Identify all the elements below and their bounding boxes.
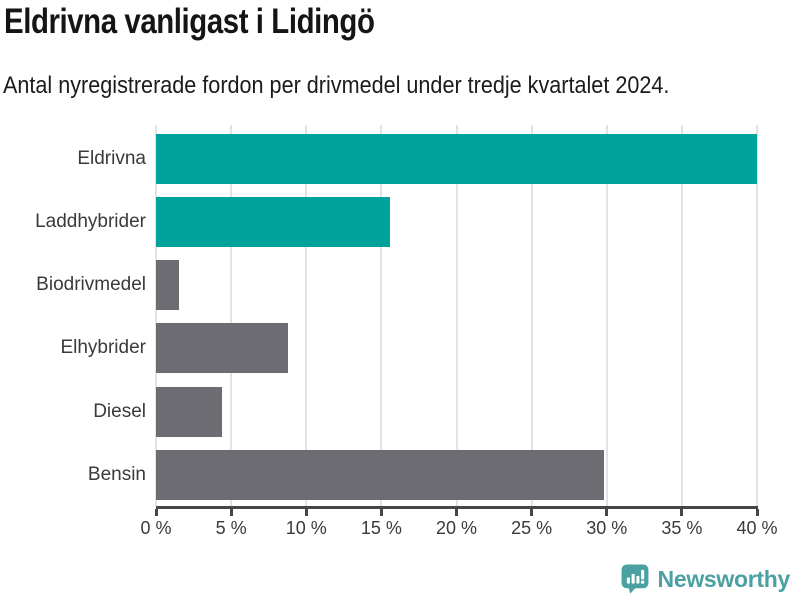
category-label-laddhybrider: Laddhybrider: [35, 210, 146, 232]
gridline: [756, 125, 758, 506]
bar-diesel: [156, 386, 223, 437]
axis-tick: [229, 509, 233, 516]
bar-biodrivmedel: [156, 260, 179, 311]
gridline: [680, 125, 683, 506]
axis-tick: [455, 509, 458, 516]
bar-chart: Eldrivna Laddhybrider Biodrivmedel Elhybrid…: [0, 125, 800, 509]
axis-tick-label: 5 %: [215, 518, 247, 538]
bar-elhybrider: [156, 323, 289, 374]
axis-tick-label: 0 %: [140, 518, 172, 538]
category-label-diesel: Diesel: [93, 400, 146, 422]
newsworthy-logo-icon: [621, 564, 648, 594]
category-label-bensin: Bensin: [87, 464, 146, 486]
axis-tick: [530, 509, 534, 516]
gridline: [455, 125, 458, 506]
category-label-elhybrider: Elhybrider: [60, 337, 146, 359]
axis-tick: [304, 509, 308, 516]
axis-tick-label: 40 %: [736, 518, 778, 538]
axis-tick-label: 30 %: [586, 518, 628, 538]
gridline: [380, 125, 383, 506]
axis-tick: [605, 509, 609, 516]
chart-title: Eldrivna vanligast i Lidingö: [4, 2, 375, 41]
brand-footer: Newsworthy: [621, 564, 790, 594]
brand-name: Newsworthy: [657, 565, 791, 592]
axis-tick: [154, 509, 158, 516]
gridline: [155, 125, 157, 506]
gridline: [230, 125, 233, 506]
category-label-eldrivna: Eldrivna: [77, 147, 146, 169]
axis-tick: [755, 509, 759, 516]
axis-tick-label: 15 %: [360, 518, 402, 538]
axis-tick-label: 10 %: [285, 518, 327, 538]
gridline: [530, 125, 533, 506]
bar-bensin: [156, 450, 604, 501]
axis-tick: [680, 509, 684, 516]
category-label-biodrivmedel: Biodrivmedel: [36, 274, 146, 296]
x-axis: 0 % 5 % 10 % 15 % 20 % 25 % 30 % 35 % 40 %: [140, 509, 800, 554]
plot-area: [155, 125, 758, 509]
axis-tick: [379, 509, 383, 516]
bar-eldrivna: [156, 133, 757, 184]
axis-tick-label: 20 %: [435, 518, 478, 538]
bar-laddhybrider: [156, 196, 391, 247]
chart-subtitle: Antal nyregistrerade fordon per drivmede…: [3, 72, 670, 99]
gridline: [305, 125, 308, 506]
gridline: [605, 125, 608, 506]
axis-tick-label: 25 %: [511, 518, 553, 538]
axis-tick-label: 35 %: [661, 518, 703, 538]
